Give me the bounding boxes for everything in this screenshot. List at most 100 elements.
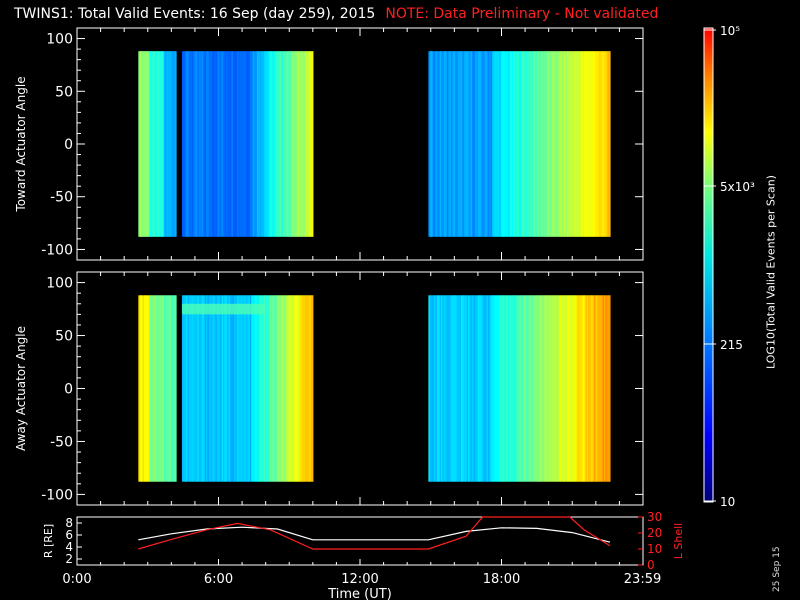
heatmap-cell: [207, 51, 210, 237]
heatmap-cell: [189, 295, 192, 482]
heatmap-cell: [557, 51, 560, 237]
heatmap-cell: [162, 51, 165, 237]
heatmap-cell: [432, 295, 435, 482]
heatmap-cell: [204, 51, 207, 237]
heatmap-cell: [286, 295, 289, 482]
heatmap-cell: [571, 295, 574, 482]
heatmap-cell: [214, 295, 217, 482]
heatmap-cell: [156, 51, 159, 237]
heatmap-cell: [482, 51, 485, 237]
y-tick-label: 0: [64, 382, 73, 398]
heatmap-cell: [217, 295, 220, 482]
colorbar-gradient: [703, 27, 714, 503]
heatmap-cell: [248, 51, 251, 237]
heatmap-cell: [259, 295, 262, 482]
heatmap-cell: [558, 51, 561, 237]
heatmap-cell: [530, 51, 533, 237]
heatmap-cell: [258, 295, 261, 482]
heatmap-cell: [569, 51, 572, 237]
heatmap-cell: [569, 295, 572, 482]
heatmap-cell: [228, 51, 231, 237]
heatmap-cell: [201, 295, 204, 482]
heatmap-cell: [521, 51, 524, 237]
heatmap-cell: [142, 51, 145, 237]
heatmap-cell: [210, 51, 213, 237]
heatmap-cell: [428, 51, 431, 237]
heatmap-cell: [168, 51, 171, 237]
heatmap-cell: [448, 295, 451, 482]
heatmap-cell: [197, 295, 200, 482]
heatmap-cell: [290, 295, 293, 482]
heatmap-cell: [165, 295, 168, 482]
heatmap-cell: [232, 295, 235, 482]
heatmap-cell: [271, 51, 274, 237]
heatmap-cell: [190, 51, 193, 237]
heatmap-cell: [175, 295, 177, 482]
heatmap-cell: [511, 51, 514, 237]
heatmap-cell: [159, 295, 162, 482]
heatmap-cell: [139, 295, 142, 482]
heatmap-cell: [545, 295, 548, 482]
y-tick-label: 0: [64, 137, 73, 153]
heatmap-cell: [513, 51, 516, 237]
heatmap-cell: [305, 51, 308, 237]
heatmap-cell: [543, 295, 546, 482]
heatmap-cell: [297, 295, 300, 482]
heatmap-cell: [439, 295, 442, 482]
heatmap-cell: [206, 295, 209, 482]
heatmap-cell: [458, 51, 461, 237]
heatmap-cell: [609, 51, 611, 237]
heatmap-cell: [584, 295, 587, 482]
heatmap-cell: [469, 51, 472, 237]
heatmap-cell: [593, 51, 596, 237]
heatmap-cell: [259, 51, 262, 237]
heatmap-cell: [510, 51, 513, 237]
heatmap-cell: [309, 51, 312, 237]
heatmap-cell: [470, 295, 473, 482]
heatmap-cell: [537, 295, 540, 482]
heatmap-cell: [486, 51, 489, 237]
heatmap-cell: [297, 51, 300, 237]
heatmap-cell: [552, 51, 555, 237]
heatmap-cell: [538, 295, 541, 482]
heatmap-cell: [305, 295, 308, 482]
heatmap-cell: [220, 51, 223, 237]
heatmap-cell: [449, 51, 452, 237]
heatmap-cell: [242, 295, 245, 482]
heatmap-cell: [186, 51, 189, 237]
heatmap-cell: [198, 295, 201, 482]
heatmap-cell: [256, 295, 259, 482]
y-tick-label: 100: [46, 32, 73, 48]
heatmap-cell: [518, 51, 521, 237]
heatmap-cell: [221, 51, 224, 237]
heatmap-cell: [574, 51, 577, 237]
y-tick-label: -100: [41, 242, 73, 258]
heatmap-cell: [567, 295, 570, 482]
heatmap-cell: [215, 295, 218, 482]
heatmap-cell: [265, 295, 268, 482]
heatmap-cell: [238, 51, 241, 237]
colorbar-tick-label: 10: [720, 495, 735, 509]
heatmap-cell: [210, 295, 213, 482]
heatmap-cell: [198, 51, 201, 237]
x-tick-label: 23:59: [624, 572, 661, 587]
heatmap-cell: [275, 51, 278, 237]
y-tick-label: 50: [55, 84, 73, 100]
heatmap-cell: [244, 51, 247, 237]
heatmap-cell: [465, 51, 468, 237]
heatmap-cell: [545, 51, 548, 237]
heatmap-cell: [445, 51, 448, 237]
heatmap-cell: [441, 51, 444, 237]
heatmap-cell: [438, 51, 441, 237]
heatmap-cell: [153, 295, 156, 482]
heatmap-cell: [509, 295, 512, 482]
heatmap-cell: [465, 295, 468, 482]
heatmap-cell: [300, 295, 303, 482]
heatmap-cell: [559, 295, 562, 482]
heatmap-cell: [208, 295, 211, 482]
orbit-series-lshell: [138, 516, 611, 550]
heatmap-cell: [582, 295, 585, 482]
heatmap-cell: [589, 295, 592, 482]
heatmap-cell: [158, 51, 161, 237]
heatmap-cell: [507, 295, 510, 482]
